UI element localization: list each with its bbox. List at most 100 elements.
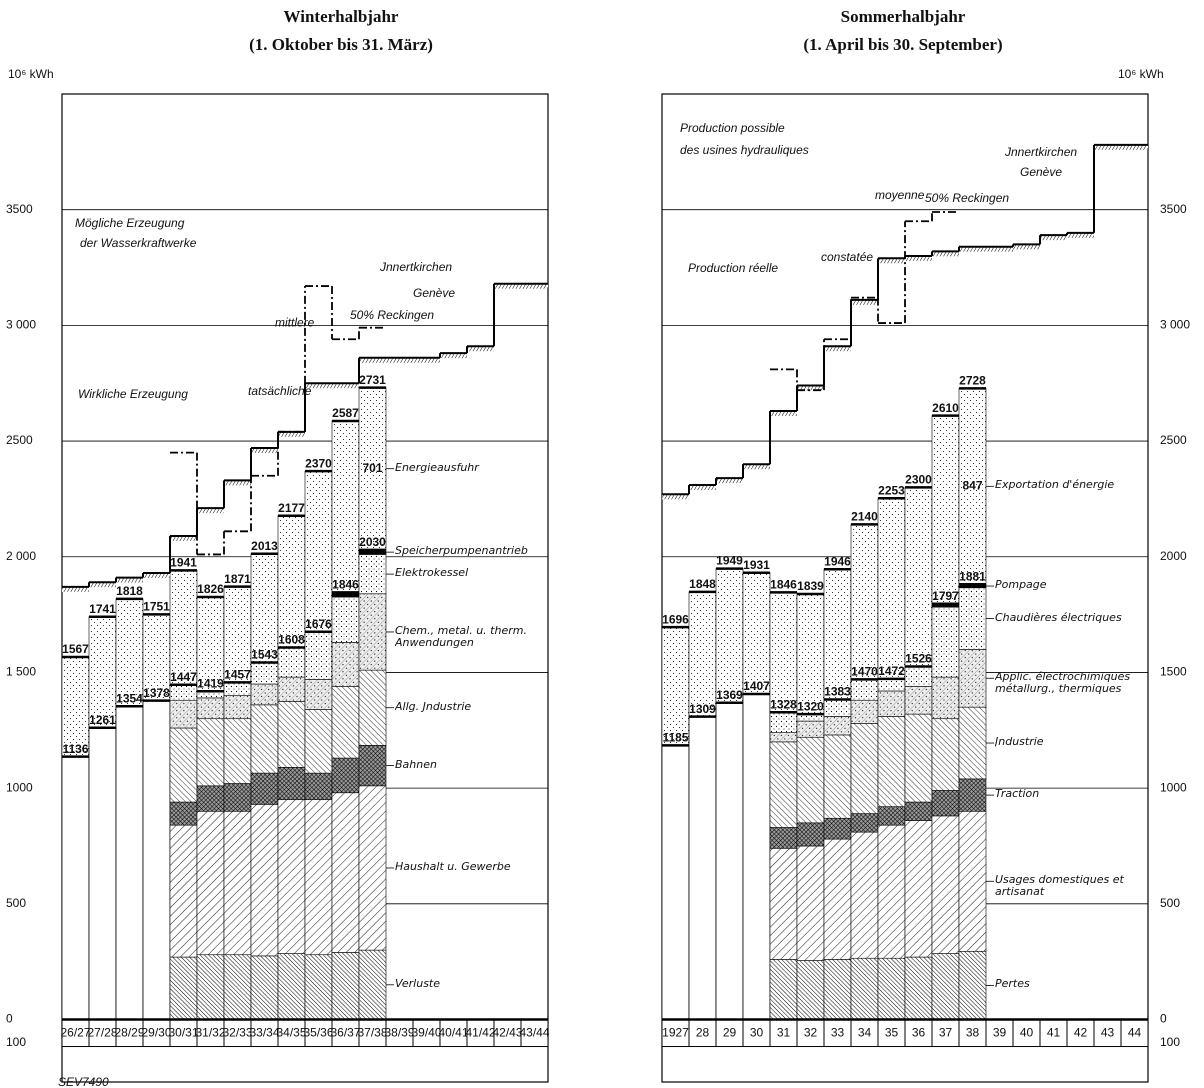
- inland-label: 1526: [905, 652, 932, 666]
- step-hatch: [824, 346, 851, 352]
- step-hatch: [770, 410, 797, 416]
- bar-segment: [931, 676, 960, 720]
- series-label-box: Bahnen: [395, 759, 437, 771]
- total-label: 1949: [716, 554, 743, 568]
- bar-segment: [850, 813, 879, 833]
- bar-segment: [196, 718, 225, 787]
- category-cell: [250, 1019, 279, 1048]
- chart-title: Sommerhalbjahr: [841, 7, 966, 26]
- step-label: moyenne: [875, 188, 925, 202]
- x-tick-label: 39: [993, 1026, 1007, 1040]
- series-label-box: Jndustrie: [995, 736, 1044, 749]
- bar-segment: [223, 810, 252, 956]
- bar-segment: [277, 701, 306, 768]
- bar-segment: [931, 790, 960, 817]
- bar-segment: [904, 666, 933, 687]
- bar-segment: [931, 815, 960, 954]
- bar-segment: [331, 596, 360, 643]
- category-cell: [115, 1019, 144, 1048]
- bar-segment: [823, 699, 852, 717]
- total-label: 1567: [62, 642, 89, 656]
- total-label: 2140: [851, 510, 878, 524]
- bar-segment: [904, 956, 933, 1020]
- step-hatch: [332, 383, 359, 389]
- series-label-box: Verluste: [395, 978, 440, 990]
- step-hatch: [797, 385, 824, 391]
- bar-segment: [850, 723, 879, 814]
- annotation: 50% Reckingen: [350, 308, 434, 322]
- inland-label: 1378: [143, 686, 170, 700]
- x-tick-label: 38: [966, 1026, 980, 1040]
- step-hatch: [1040, 235, 1067, 241]
- category-cell: [196, 1019, 225, 1048]
- x-tick-label: 29: [723, 1026, 737, 1040]
- total-label: 1871: [224, 572, 251, 586]
- series-label-box: Usages domestiques et artisanat: [995, 874, 1124, 899]
- legend-label: Jndustrie: [995, 736, 1044, 749]
- bar-segment: [850, 831, 879, 959]
- inland-bar: [715, 702, 744, 1020]
- inland-label: 1797: [932, 589, 959, 603]
- bar-segment: [169, 684, 198, 701]
- bar-segment: [169, 699, 198, 729]
- x-tick-label: 28: [696, 1026, 710, 1040]
- step-hatch: [224, 480, 251, 486]
- x-tick-label: 28/29: [114, 1026, 144, 1040]
- y-tick-label: 1 500: [6, 665, 36, 679]
- y-tick-label: 1000: [1160, 780, 1187, 794]
- y-tick-label: 1000: [6, 780, 33, 794]
- bar-segment: [169, 824, 198, 958]
- total-label: 1751: [143, 600, 170, 614]
- y-tick-label: 3 000: [1160, 318, 1190, 332]
- bar-segment: [223, 718, 252, 784]
- y-tick-label: 1500: [1160, 665, 1187, 679]
- x-tick-label: 31/32: [195, 1026, 225, 1040]
- x-tick-label: 36/37: [330, 1026, 360, 1040]
- series-label-box: Haushalt u. Gewerbe: [395, 861, 511, 873]
- series-label-box: Traction: [995, 788, 1040, 801]
- total-label: 2300: [905, 473, 932, 487]
- category-cell: [88, 1019, 117, 1048]
- legend-label: Chaudières électriques: [995, 611, 1122, 624]
- bar-segment: [958, 778, 987, 812]
- bar-segment: [958, 950, 987, 1020]
- x-tick-label: 40: [1020, 1026, 1034, 1040]
- step-hatch: [878, 258, 905, 264]
- x-tick-label: 39/40: [411, 1026, 441, 1040]
- chart-subtitle: (1. Oktober bis 31. März): [249, 35, 433, 54]
- inland-label: 1261: [89, 713, 116, 727]
- legend-label: Traction: [995, 788, 1040, 801]
- category-cell: [493, 1019, 522, 1048]
- inland-label: 1136: [62, 742, 88, 756]
- chart-title: Winterhalbjahr: [284, 7, 399, 26]
- legend-label: Usages domestiques et artisanat: [995, 874, 1124, 899]
- inland-label: 1457: [224, 668, 251, 682]
- step-hatch: [413, 357, 440, 363]
- inland-label: 1354: [116, 691, 143, 705]
- bar-segment: [904, 487, 933, 667]
- inland-bar: [88, 727, 117, 1020]
- bar-segment: [769, 827, 798, 849]
- bar-segment: [877, 690, 906, 717]
- annotation: Wirkliche Erzeugung: [78, 387, 188, 401]
- total-label: 2728: [959, 373, 986, 387]
- inland-bar: [61, 756, 90, 1020]
- bar-segment: [850, 699, 879, 724]
- legend-label: Energieausfuhr: [395, 461, 479, 474]
- category-cell: [850, 1019, 879, 1048]
- total-label: 1741: [89, 602, 116, 616]
- inland-label: 1419: [197, 676, 224, 690]
- inland-label: 1320: [797, 699, 824, 713]
- inland-label: 1846: [332, 578, 359, 592]
- bar-segment: [223, 954, 252, 1020]
- annotation: Jnnertkirchen: [1004, 145, 1077, 159]
- category-cell: [823, 1019, 852, 1048]
- bar-segment: [304, 772, 333, 801]
- bar-segment: [931, 718, 960, 791]
- inland-label: 1407: [743, 679, 770, 693]
- x-tick-label: 33/34: [249, 1026, 279, 1040]
- step-hatch: [521, 283, 548, 289]
- bar-segment: [304, 470, 333, 633]
- bar-segment: [769, 741, 798, 828]
